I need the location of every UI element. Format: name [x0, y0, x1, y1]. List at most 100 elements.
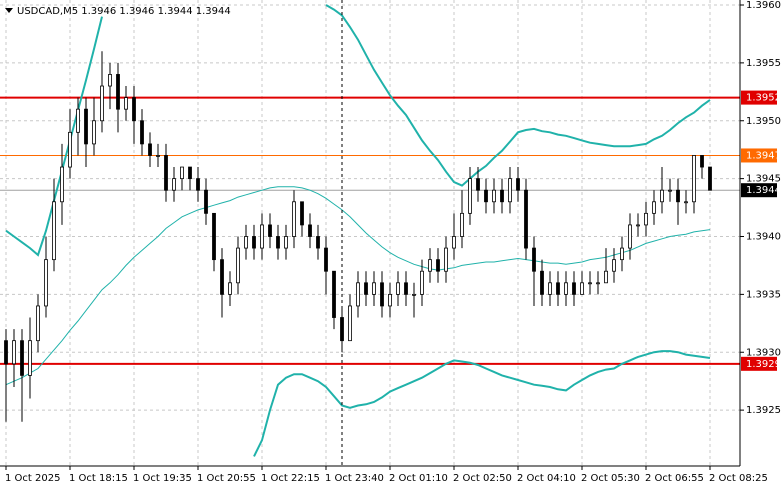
- candle-body: [588, 282, 592, 285]
- price-tag: [741, 183, 777, 198]
- candle-body: [348, 305, 352, 342]
- x-tick-label: 1 Oct 20:55: [197, 473, 256, 484]
- candle-body: [84, 108, 88, 145]
- y-tick-label: 1.3950: [746, 116, 781, 127]
- candle-body: [212, 212, 216, 261]
- x-tick-label: 1 Oct 2025: [5, 473, 60, 484]
- candle-body: [252, 236, 256, 249]
- candle-body: [284, 236, 288, 249]
- candle-body: [460, 212, 464, 237]
- candle-body: [52, 201, 56, 261]
- candle-body: [652, 201, 656, 214]
- candle-body: [644, 212, 648, 226]
- candle-body: [220, 259, 224, 295]
- candle-body: [628, 224, 632, 249]
- candle-body: [372, 282, 376, 295]
- candle-body: [140, 120, 144, 145]
- candle-body: [420, 270, 424, 295]
- candle-body: [468, 178, 472, 214]
- candle-body: [108, 74, 112, 87]
- y-tick-label: 1.3925: [746, 405, 781, 416]
- candle-body: [444, 247, 448, 272]
- candle-body: [188, 166, 192, 180]
- y-tick-label: 1.3955: [746, 58, 781, 69]
- candle-body: [148, 143, 152, 156]
- candle-body: [236, 247, 240, 284]
- candle-body: [548, 282, 552, 295]
- candle-body: [124, 97, 128, 110]
- candle-body: [508, 178, 512, 203]
- candle-body: [164, 155, 168, 191]
- axes: 1.3960 1.3955 1.3950 1.3945 1.3940 1.3935 1.39…: [5, 0, 781, 484]
- candle-body: [436, 259, 440, 272]
- candle-body: [612, 259, 616, 272]
- candle-body: [604, 270, 608, 284]
- candle-body: [28, 340, 32, 376]
- candle-body: [700, 155, 704, 168]
- candle-body: [540, 270, 544, 295]
- candle-body: [396, 282, 400, 295]
- x-tick-label: 1 Oct 18:15: [69, 473, 128, 484]
- candle-body: [156, 155, 160, 157]
- candle-body: [92, 120, 96, 145]
- candle-body: [660, 189, 664, 203]
- candle-body: [308, 224, 312, 237]
- candle-body: [116, 74, 120, 110]
- candle-body: [492, 189, 496, 203]
- x-tick-label: 1 Oct 22:15: [261, 473, 320, 484]
- candle-body: [620, 247, 624, 261]
- candle-body: [300, 201, 304, 226]
- x-tick-label: 2 Oct 08:25: [709, 473, 768, 484]
- candle-body: [68, 131, 72, 168]
- candle-body: [260, 224, 264, 249]
- candle-body: [196, 178, 200, 191]
- price-tag-label: 1.3944: [746, 185, 781, 196]
- candle-body: [12, 340, 16, 365]
- bollinger-band: [253, 350, 711, 457]
- candle-body: [36, 305, 40, 342]
- x-tick-label: 1 Oct 23:40: [325, 473, 384, 484]
- candle-body: [532, 247, 536, 272]
- candle-body: [228, 282, 232, 295]
- y-tick-label: 1.3935: [746, 289, 781, 300]
- candle-body: [684, 201, 688, 204]
- candle-body: [20, 340, 24, 376]
- y-tick-label: 1.3940: [746, 232, 781, 243]
- bollinger-band: [5, 186, 711, 386]
- candle-body: [132, 97, 136, 122]
- price-tag-label: 1.3947: [746, 150, 781, 161]
- candle-body: [324, 247, 328, 272]
- candle-body: [404, 282, 408, 295]
- y-tick-label: 1.3930: [746, 347, 781, 358]
- candle-body: [340, 317, 344, 342]
- candle-body: [100, 85, 104, 122]
- price-tag: [741, 356, 777, 371]
- candle-body: [316, 236, 320, 249]
- candle-body: [388, 293, 392, 307]
- x-tick-label: 2 Oct 04:10: [517, 473, 576, 484]
- price-tag-label: 1.3952: [746, 93, 781, 104]
- candle-body: [332, 270, 336, 318]
- candle-body: [500, 189, 504, 203]
- candle-body: [452, 236, 456, 249]
- candle-body: [356, 282, 360, 307]
- chart-title: USDCAD,M5 1.3946 1.3946 1.3944 1.3944: [17, 6, 231, 17]
- candle-body: [636, 224, 640, 227]
- price-tag: [741, 148, 777, 163]
- menu-arrow[interactable]: [5, 8, 13, 13]
- x-tick-label: 2 Oct 06:55: [645, 473, 704, 484]
- candle-body: [292, 201, 296, 237]
- candle-body: [564, 282, 568, 295]
- candle-body: [580, 282, 584, 295]
- x-tick-label: 2 Oct 01:10: [389, 473, 448, 484]
- candle-body: [172, 178, 176, 191]
- x-tick-label: 2 Oct 02:50: [453, 473, 512, 484]
- candle-body: [76, 108, 80, 133]
- candle-body: [708, 166, 712, 191]
- candle-body: [572, 282, 576, 295]
- candle-body: [516, 178, 520, 191]
- candle-body: [4, 340, 8, 365]
- x-tick-label: 2 Oct 05:30: [581, 473, 640, 484]
